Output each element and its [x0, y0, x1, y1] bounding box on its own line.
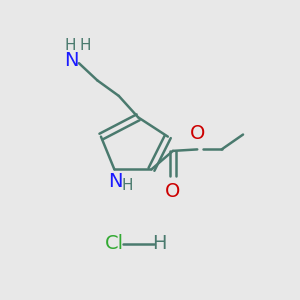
Text: H: H — [121, 178, 133, 193]
Text: Cl: Cl — [105, 234, 124, 253]
Text: H: H — [65, 38, 76, 53]
Text: O: O — [165, 182, 181, 200]
Text: H: H — [152, 234, 166, 253]
Text: O: O — [190, 124, 205, 143]
Text: N: N — [109, 172, 123, 191]
Text: H: H — [80, 38, 91, 53]
Text: N: N — [64, 51, 79, 70]
